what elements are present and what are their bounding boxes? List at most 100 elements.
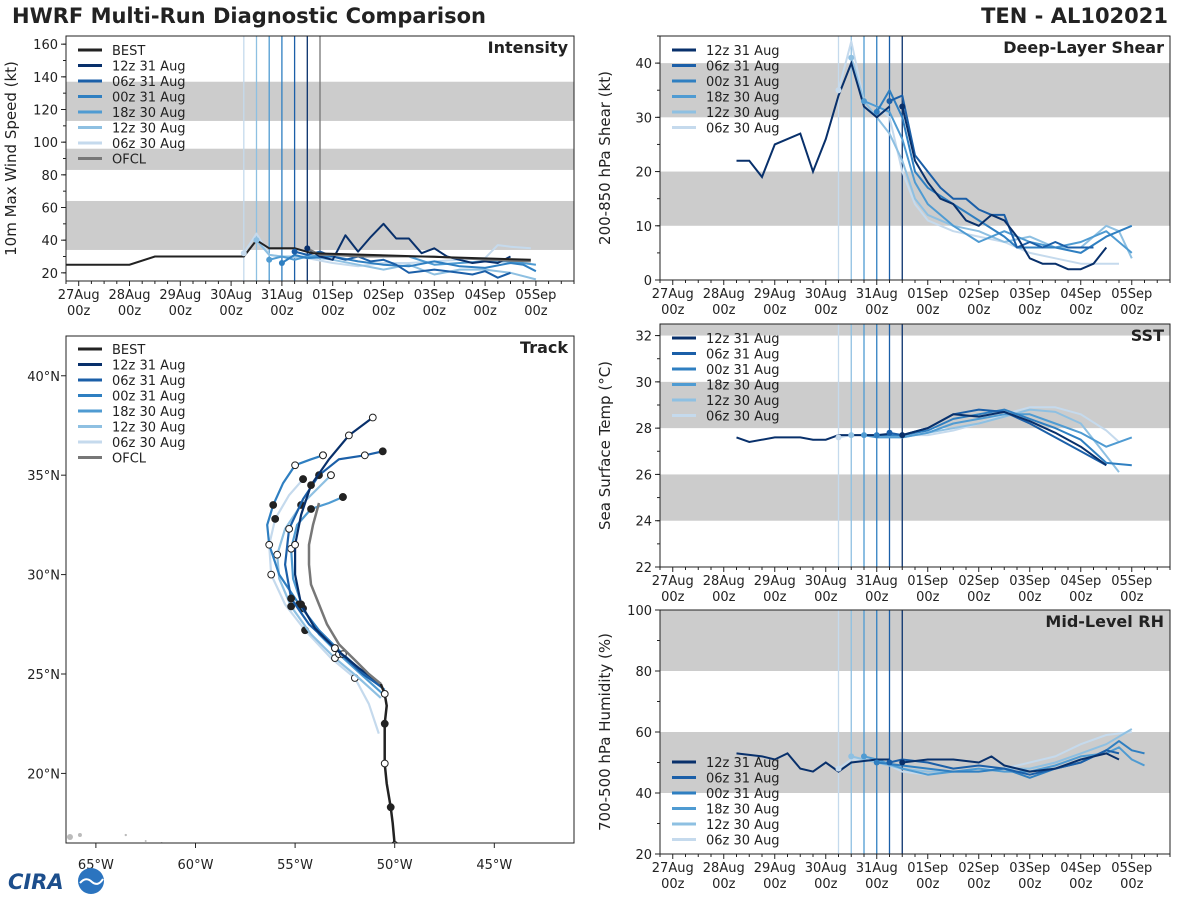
shear-xtick-sublabel: 00z xyxy=(814,303,838,318)
shear-init-marker xyxy=(835,87,842,94)
track-legend-label: 06z 30 Aug xyxy=(112,436,186,451)
track-end-marker xyxy=(368,413,377,422)
shear-ytick-label: 10 xyxy=(635,220,652,235)
shear-ytick-label: 30 xyxy=(635,111,652,126)
track-end-marker xyxy=(319,451,327,460)
rh-init-marker xyxy=(848,753,855,760)
shear-xtick-label: 27Aug xyxy=(652,287,694,302)
sst-xtick-label: 29Aug xyxy=(754,574,796,589)
rh-title: Mid-Level RH xyxy=(1045,612,1164,631)
track-point-marker xyxy=(297,600,305,609)
sst-xtick-sublabel: 00z xyxy=(712,590,736,605)
intensity-init-marker xyxy=(266,256,273,263)
intensity-xtick-sublabel: 00z xyxy=(423,304,447,319)
track-ytick-label: 25°N xyxy=(27,668,60,683)
shear-legend-label: 12z 31 Aug xyxy=(706,44,780,59)
rh-xtick-label: 27Aug xyxy=(652,861,694,876)
shear-series-line xyxy=(863,100,1133,254)
intensity-ylabel: 10m Max Wind Speed (kt) xyxy=(2,61,20,256)
track-best-marker xyxy=(380,719,389,728)
rh-init-marker xyxy=(835,765,842,772)
sst-xtick-label: 27Aug xyxy=(652,574,694,589)
shear-series-line xyxy=(875,89,1133,254)
rh-init-marker xyxy=(886,759,893,766)
rh-xtick-label: 30Aug xyxy=(805,861,847,876)
sst-legend-label: 18z 30 Aug xyxy=(706,379,780,394)
shear-xtick-sublabel: 00z xyxy=(1018,303,1042,318)
intensity-init-marker xyxy=(304,245,311,252)
sst-xtick-label: 04Sep xyxy=(1060,574,1101,589)
rh-xtick-label: 29Aug xyxy=(754,861,796,876)
shear-ytick-label: 20 xyxy=(635,166,652,181)
shear-xtick-label: 04Sep xyxy=(1060,287,1101,302)
intensity-legend-label: 18z 30 Aug xyxy=(112,106,186,121)
rh-series-line xyxy=(876,740,1145,779)
rh-best-line xyxy=(736,752,890,773)
intensity-xtick-label: 04Sep xyxy=(465,288,506,303)
track-point-marker xyxy=(285,524,294,533)
track-point-marker xyxy=(271,515,280,523)
track-point-marker xyxy=(287,602,296,611)
rh-legend-label: 06z 31 Aug xyxy=(706,772,780,787)
intensity-xtick-label: 02Sep xyxy=(363,288,404,303)
sst-ytick-label: 24 xyxy=(635,515,652,530)
sst-init-marker xyxy=(899,432,906,439)
intensity-xtick-sublabel: 00z xyxy=(118,304,142,319)
rh-init-marker xyxy=(873,759,880,766)
track-point-marker xyxy=(287,594,296,603)
track-ytick-label: 20°N xyxy=(27,767,60,782)
sst-xtick-label: 03Sep xyxy=(1009,574,1050,589)
intensity-xtick-sublabel: 00z xyxy=(524,304,548,319)
track-best-line xyxy=(379,683,396,843)
intensity-init-marker xyxy=(278,260,285,267)
shear-init-marker xyxy=(848,54,855,61)
shear-xtick-label: 03Sep xyxy=(1009,287,1050,302)
intensity-ytick-label: 60 xyxy=(41,202,58,217)
sst-series-line xyxy=(863,413,1133,448)
shear-xtick-label: 01Sep xyxy=(907,287,948,302)
intensity-xtick-label: 29Aug xyxy=(159,288,201,303)
intensity-title: Intensity xyxy=(488,38,569,57)
shear-legend-label: 18z 30 Aug xyxy=(706,91,780,106)
shear-best-line xyxy=(736,60,891,179)
rh-ytick-label: 80 xyxy=(635,665,652,680)
intensity-ofcl-line xyxy=(306,247,531,263)
intensity-xtick-label: 31Aug xyxy=(261,288,303,303)
sst-xtick-sublabel: 00z xyxy=(661,590,685,605)
track-map-bg xyxy=(66,336,574,843)
shear-xtick-sublabel: 00z xyxy=(661,303,685,318)
page-title: HWRF Multi-Run Diagnostic Comparison xyxy=(12,4,487,28)
intensity-xtick-label: 05Sep xyxy=(515,288,556,303)
shear-init-marker xyxy=(861,98,867,105)
shear-xtick-label: 05Sep xyxy=(1111,287,1152,302)
shear-title: Deep-Layer Shear xyxy=(1003,38,1164,57)
track-xtick-label: 50°W xyxy=(377,858,413,873)
island-shape xyxy=(77,833,82,838)
shear-shade-band xyxy=(660,63,1170,118)
sst-xtick-sublabel: 00z xyxy=(763,590,787,605)
track-series-line xyxy=(294,416,382,685)
rh-legend-label: 18z 30 Aug xyxy=(706,803,780,818)
track-xtick-label: 60°W xyxy=(178,858,214,873)
intensity-xtick-label: 30Aug xyxy=(210,288,252,303)
track-series-line xyxy=(268,478,380,734)
track-point-marker xyxy=(307,481,315,490)
track-legend-label: 06z 31 Aug xyxy=(112,374,186,389)
intensity-legend-label: 12z 30 Aug xyxy=(112,122,186,137)
sst-panel: 22242628303227Aug00z28Aug00z29Aug00z30Au… xyxy=(596,323,1171,605)
rh-xtick-label: 01Sep xyxy=(907,861,948,876)
shear-legend-label: 06z 31 Aug xyxy=(706,60,780,75)
rh-xtick-sublabel: 00z xyxy=(712,877,736,892)
logo-wave-icon xyxy=(79,878,104,885)
intensity-legend-label: BEST xyxy=(112,44,145,59)
track-ytick-label: 40°N xyxy=(27,370,60,385)
intensity-xtick-label: 27Aug xyxy=(58,288,100,303)
track-legend-label: 18z 30 Aug xyxy=(112,405,186,420)
shear-panel: 01020304027Aug00z28Aug00z29Aug00z30Aug00… xyxy=(596,35,1171,318)
intensity-series-line xyxy=(306,222,511,264)
rh-xtick-sublabel: 00z xyxy=(763,877,787,892)
rh-xtick-label: 05Sep xyxy=(1111,861,1152,876)
intensity-init-marker xyxy=(253,237,260,244)
track-xtick-label: 55°W xyxy=(277,858,313,873)
